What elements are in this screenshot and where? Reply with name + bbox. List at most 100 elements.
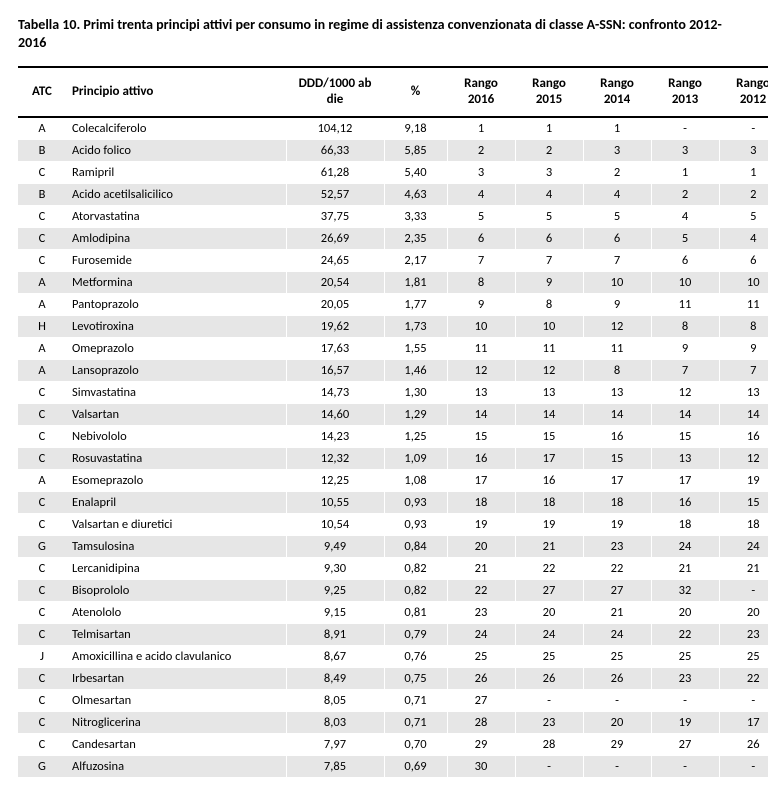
cell-atc: G [18, 535, 66, 557]
table-header-row: ATC Principio attivo DDD/1000 ab die % R… [18, 67, 768, 116]
cell-r2014: 18 [583, 491, 651, 513]
table-row: CRamipril61,285,4033211 [18, 161, 768, 183]
cell-r2015: 6 [515, 227, 583, 249]
cell-pct: 1,77 [384, 293, 447, 315]
cell-ddd: 16,57 [286, 359, 384, 381]
cell-r2015: 15 [515, 425, 583, 447]
cell-r2015: 28 [515, 733, 583, 755]
cell-ddd: 24,65 [286, 249, 384, 271]
cell-r2012: 18 [719, 513, 768, 535]
table-row: GAlfuzosina7,850,6930---- [18, 755, 768, 777]
cell-r2014: 16 [583, 425, 651, 447]
cell-ddd: 9,49 [286, 535, 384, 557]
table-row: CLercanidipina9,300,822122222121 [18, 557, 768, 579]
cell-r2012: 24 [719, 535, 768, 557]
cell-r2012: 6 [719, 249, 768, 271]
cell-r2013: 16 [651, 491, 719, 513]
table-row: CBisoprololo9,250,8222272732- [18, 579, 768, 601]
cell-r2012: - [719, 579, 768, 601]
table-row: CNebivololo14,231,251515161516 [18, 425, 768, 447]
cell-r2012: 9 [719, 337, 768, 359]
cell-r2013: 24 [651, 535, 719, 557]
table-row: CAtorvastatina37,753,3355545 [18, 205, 768, 227]
cell-pct: 5,85 [384, 139, 447, 161]
cell-r2015: 17 [515, 447, 583, 469]
cell-r2012: 12 [719, 447, 768, 469]
cell-r2014: 8 [583, 359, 651, 381]
cell-r2012: - [719, 755, 768, 777]
cell-r2013: 20 [651, 601, 719, 623]
cell-atc: C [18, 667, 66, 689]
table-row: CNitroglicerina8,030,712823201917 [18, 711, 768, 733]
cell-pct: 0,82 [384, 579, 447, 601]
cell-pct: 1,08 [384, 469, 447, 491]
cell-r2015: 21 [515, 535, 583, 557]
cell-r2012: 11 [719, 293, 768, 315]
cell-ddd: 9,15 [286, 601, 384, 623]
cell-atc: A [18, 337, 66, 359]
cell-name: Amoxicillina e acido clavulanico [66, 645, 286, 667]
cell-atc: J [18, 645, 66, 667]
table-row: CCandesartan7,970,702928292726 [18, 733, 768, 755]
cell-name: Atenololo [66, 601, 286, 623]
table-row: APantoprazolo20,051,779891111 [18, 293, 768, 315]
cell-atc: C [18, 249, 66, 271]
cell-r2016: 11 [447, 337, 515, 359]
cell-atc: B [18, 183, 66, 205]
table-row: CAtenololo9,150,812320212020 [18, 601, 768, 623]
cell-r2014: 12 [583, 315, 651, 337]
cell-r2012: 7 [719, 359, 768, 381]
cell-atc: A [18, 469, 66, 491]
cell-atc: C [18, 381, 66, 403]
cell-r2016: 29 [447, 733, 515, 755]
cell-r2012: - [719, 689, 768, 711]
cell-r2014: 23 [583, 535, 651, 557]
cell-r2015: 7 [515, 249, 583, 271]
cell-r2015: 10 [515, 315, 583, 337]
cell-r2014: 4 [583, 183, 651, 205]
cell-r2016: 13 [447, 381, 515, 403]
cell-r2015: 20 [515, 601, 583, 623]
cell-pct: 1,30 [384, 381, 447, 403]
cell-r2012: 4 [719, 227, 768, 249]
cell-atc: A [18, 117, 66, 140]
cell-r2015: 23 [515, 711, 583, 733]
cell-pct: 0,79 [384, 623, 447, 645]
cell-r2015: 8 [515, 293, 583, 315]
cell-r2012: 3 [719, 139, 768, 161]
col-r2012: Rango 2012 [719, 67, 768, 116]
cell-name: Pantoprazolo [66, 293, 286, 315]
cell-name: Atorvastatina [66, 205, 286, 227]
cell-name: Alfuzosina [66, 755, 286, 777]
cell-r2013: 11 [651, 293, 719, 315]
data-table: ATC Principio attivo DDD/1000 ab die % R… [18, 66, 768, 777]
cell-r2012: 16 [719, 425, 768, 447]
table-row: AOmeprazolo17,631,5511111199 [18, 337, 768, 359]
cell-atc: C [18, 425, 66, 447]
cell-r2013: 17 [651, 469, 719, 491]
table-row: CAmlodipina26,692,3566654 [18, 227, 768, 249]
cell-ddd: 8,49 [286, 667, 384, 689]
cell-r2014: 14 [583, 403, 651, 425]
cell-ddd: 8,05 [286, 689, 384, 711]
table-title: Tabella 10. Primi trenta principi attivi… [18, 16, 750, 52]
cell-pct: 0,75 [384, 667, 447, 689]
cell-atc: A [18, 271, 66, 293]
cell-r2012: 14 [719, 403, 768, 425]
cell-pct: 1,25 [384, 425, 447, 447]
table-row: CIrbesartan8,490,752626262322 [18, 667, 768, 689]
cell-name: Lansoprazolo [66, 359, 286, 381]
cell-r2012: 5 [719, 205, 768, 227]
cell-r2014: 1 [583, 117, 651, 140]
cell-r2012: 8 [719, 315, 768, 337]
cell-r2015: 3 [515, 161, 583, 183]
cell-name: Irbesartan [66, 667, 286, 689]
cell-r2016: 1 [447, 117, 515, 140]
cell-atc: C [18, 601, 66, 623]
cell-r2015: 18 [515, 491, 583, 513]
cell-ddd: 12,25 [286, 469, 384, 491]
cell-r2013: 12 [651, 381, 719, 403]
cell-r2012: 10 [719, 271, 768, 293]
cell-r2013: 2 [651, 183, 719, 205]
cell-name: Candesartan [66, 733, 286, 755]
